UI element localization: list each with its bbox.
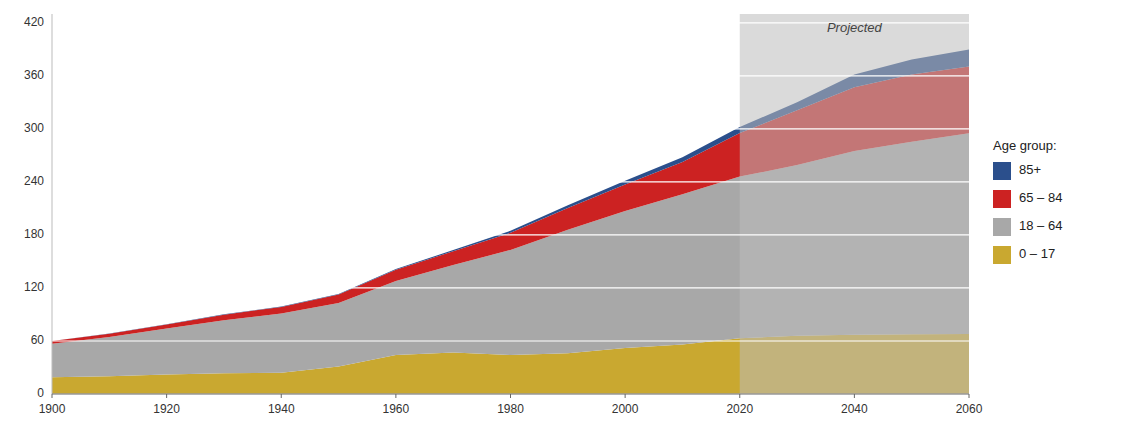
y-axis-line: [52, 14, 53, 394]
x-tick-label: 1900: [39, 402, 66, 416]
y-tick-label: 180: [24, 227, 44, 241]
legend-label: 85+: [1019, 162, 1041, 177]
x-tick-label: 1940: [268, 402, 295, 416]
x-tick: [854, 394, 855, 398]
legend-swatch: [993, 190, 1011, 208]
x-tick-label: 1920: [153, 402, 180, 416]
grid-line: [52, 75, 969, 76]
legend: Age group: 85+ 65 – 84 18 – 64 0 – 17: [993, 138, 1062, 264]
grid-line: [52, 287, 969, 288]
grid-line: [52, 234, 969, 235]
x-tick-label: 2020: [726, 402, 753, 416]
plot-area: [52, 14, 969, 394]
y-tick-label: 420: [24, 15, 44, 29]
x-tick: [52, 394, 53, 398]
x-tick: [395, 394, 396, 398]
grid-line: [52, 128, 969, 129]
x-tick-label: 2040: [841, 402, 868, 416]
x-tick: [166, 394, 167, 398]
y-tick-label: 360: [24, 68, 44, 82]
legend-swatch: [993, 162, 1011, 180]
y-tick-label: 120: [24, 280, 44, 294]
x-tick-label: 1980: [497, 402, 524, 416]
chart: Projected 0 60 120 180 240 300 360 420 1900 1920 19…: [0, 0, 1144, 430]
legend-swatch: [993, 246, 1011, 264]
x-tick: [510, 394, 511, 398]
legend-label: 65 – 84: [1019, 190, 1062, 205]
grid-line: [52, 181, 969, 182]
grid-line: [52, 340, 969, 341]
legend-label: 18 – 64: [1019, 218, 1062, 233]
y-tick-label: 60: [31, 333, 45, 347]
y-tick-label: 240: [24, 174, 44, 188]
y-tick-label: 300: [24, 121, 44, 135]
legend-title: Age group:: [993, 138, 1057, 153]
x-tick-label: 1960: [383, 402, 410, 416]
grid-line: [52, 393, 969, 394]
legend-label: 0 – 17: [1019, 246, 1055, 261]
x-tick-label: 2000: [612, 402, 639, 416]
x-tick: [739, 394, 740, 398]
legend-swatch: [993, 218, 1011, 236]
projection-region: [740, 14, 969, 394]
x-tick: [625, 394, 626, 398]
x-tick: [969, 394, 970, 398]
x-tick-label: 2060: [956, 402, 983, 416]
x-tick: [281, 394, 282, 398]
annotation: Projected: [827, 20, 883, 35]
y-tick-label: 0: [37, 386, 44, 400]
